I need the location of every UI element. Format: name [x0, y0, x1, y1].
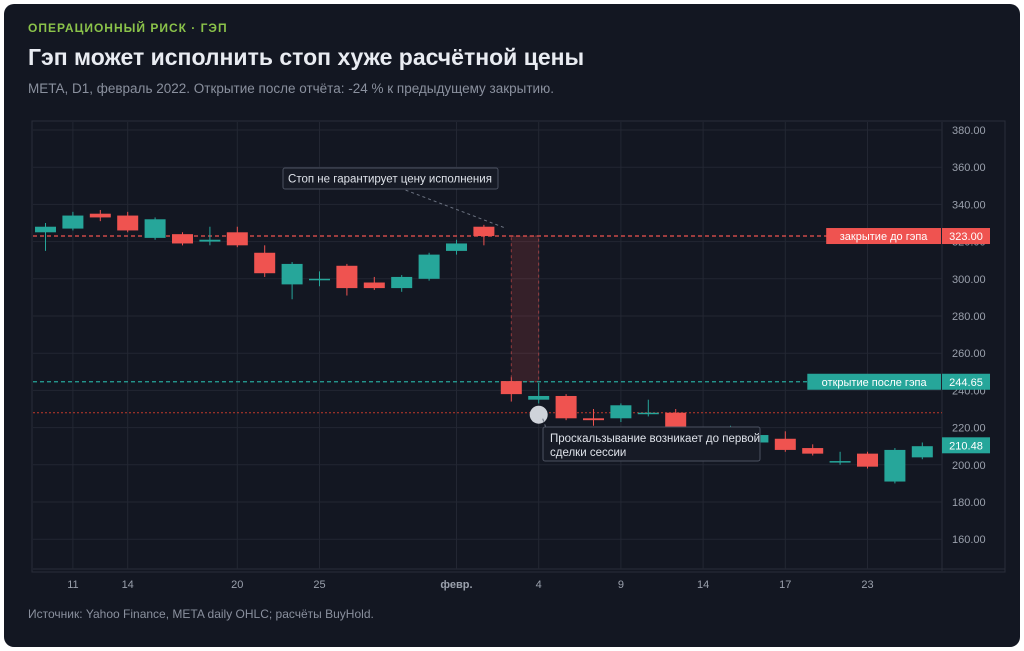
- candle-body: [473, 226, 495, 237]
- level-price-label: 323.00: [949, 231, 983, 243]
- annotation-connector: [542, 418, 547, 429]
- candle-body: [637, 412, 659, 415]
- x-tick-label: 23: [861, 579, 873, 591]
- y-tick-label: 160.00: [952, 534, 986, 546]
- x-tick-label: 25: [313, 579, 325, 591]
- candle-body: [500, 381, 522, 395]
- candle-body: [226, 232, 248, 246]
- annotation-connector: [399, 187, 506, 229]
- annotations: Стоп не гарантирует цену исполнения Проск…: [282, 167, 761, 462]
- grid: [33, 122, 1005, 571]
- y-tick-label: 340.00: [952, 199, 986, 211]
- candle-body: [583, 418, 604, 421]
- x-tick-label: 11: [67, 579, 78, 591]
- y-tick-label: 260.00: [952, 348, 986, 360]
- candle-body: [665, 412, 687, 430]
- x-tick-label: 20: [231, 579, 243, 591]
- chart-title: Гэп может исполнить стоп хуже расчётной …: [28, 44, 585, 70]
- candle-body: [89, 213, 111, 218]
- candle-body: [62, 215, 84, 229]
- candle-body: [281, 263, 303, 285]
- level-price-label: 244.65: [949, 377, 983, 389]
- candle-body: [829, 461, 851, 463]
- candle-body: [363, 282, 385, 289]
- y-tick-label: 280.00: [952, 311, 986, 323]
- annotation-box: [542, 426, 761, 462]
- candle-body: [857, 453, 878, 467]
- level-name-tag: [826, 228, 941, 245]
- annotation-text: Стоп не гарантирует цену исполнения: [288, 174, 492, 186]
- plot-frame: [31, 120, 1006, 573]
- x-tick-label: 9: [618, 579, 624, 591]
- x-tick-label: 4: [536, 579, 542, 591]
- candle-body: [802, 448, 824, 454]
- annotation-text: Проскальзывание возникает до первой: [550, 433, 760, 445]
- y-tick-label: 300.00: [952, 274, 986, 286]
- gap-zone-rect: [510, 235, 540, 383]
- candle-body: [555, 395, 577, 419]
- candle-body: [35, 226, 56, 233]
- level-name-label: открытие после гэпа: [822, 377, 928, 389]
- candle-body: [254, 252, 276, 274]
- candle-body: [774, 438, 796, 450]
- y-axis: 160.00180.00200.00220.00240.00260.00280.…: [952, 125, 986, 546]
- last-price-label: 210.48: [949, 440, 983, 452]
- candle-body: [911, 446, 933, 458]
- level-name-tag: [807, 373, 941, 390]
- level-price-tag: [942, 228, 990, 245]
- candle-body: [144, 219, 166, 238]
- candle-body: [391, 276, 413, 289]
- x-tick-label: 17: [779, 579, 791, 591]
- fill-marker: [529, 405, 548, 424]
- candle-body: [117, 215, 139, 231]
- chart-subtitle: META, D1, февраль 2022. Открытие после о…: [28, 81, 554, 96]
- candle-body: [172, 234, 193, 244]
- annotation-box: [282, 167, 499, 190]
- candles: [35, 209, 933, 484]
- candle-body: [418, 254, 440, 279]
- candle-body: [446, 243, 467, 251]
- kicker: ОПЕРАЦИОННЫЙ РИСК · ГЭП: [28, 21, 228, 35]
- fill-point: [529, 405, 548, 424]
- y-tick-label: 360.00: [952, 162, 986, 174]
- gap-zone: [510, 235, 540, 383]
- y-tick-label: 380.00: [952, 125, 986, 137]
- y-tick-label: 220.00: [952, 423, 986, 435]
- annotation-text: сделки сессии: [550, 447, 626, 459]
- price-levels: закрытие до гэпа 323.00 открытие после гэп…: [33, 228, 990, 454]
- candle-body: [309, 278, 330, 281]
- candle-body: [336, 265, 358, 289]
- x-axis: 11 14 20 25 февр. 4 9 14 17 23: [67, 579, 873, 591]
- level-name-label: закрытие до гэпа: [840, 231, 929, 243]
- candle-body: [528, 395, 550, 400]
- x-tick-label: 14: [697, 579, 709, 591]
- candle-body: [199, 239, 221, 242]
- y-tick-label: 200.00: [952, 460, 986, 472]
- x-tick-label: февр.: [440, 579, 472, 591]
- y-tick-label: 180.00: [952, 497, 986, 509]
- last-price-tag: [942, 437, 990, 454]
- candle-body: [610, 405, 632, 419]
- x-tick-label: 14: [122, 579, 134, 591]
- candle-body: [884, 449, 906, 482]
- level-price-tag: [942, 373, 990, 390]
- source-note: Источник: Yahoo Finance, META daily OHLC…: [28, 607, 374, 621]
- chart-card: [4, 4, 1020, 647]
